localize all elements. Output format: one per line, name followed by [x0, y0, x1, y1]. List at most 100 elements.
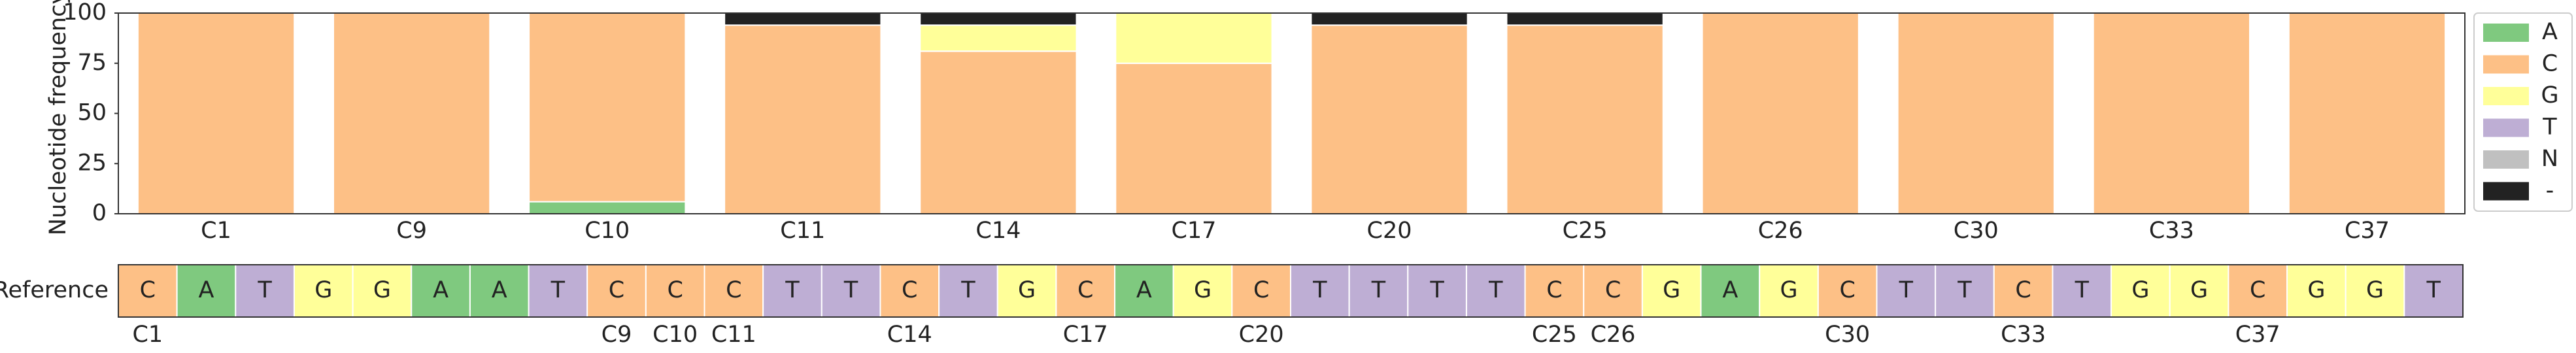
- base-letter: A: [433, 277, 449, 303]
- base-letter: T: [257, 277, 272, 303]
- base-letter: A: [198, 277, 214, 303]
- legend-swatch: [2483, 55, 2529, 74]
- x-tick-label: C20: [1367, 218, 1412, 244]
- legend-label: N: [2541, 146, 2558, 172]
- base-letter: C: [1605, 277, 1621, 303]
- base-letter: T: [1488, 277, 1503, 303]
- base-letter: A: [1722, 277, 1738, 303]
- base-cell: [528, 264, 588, 318]
- base-letter: G: [2307, 277, 2325, 303]
- base-letter: T: [1957, 277, 1972, 303]
- base-letter: G: [2131, 277, 2149, 303]
- position-label: C11: [711, 322, 756, 348]
- position-label: C37: [2235, 322, 2280, 348]
- position-label: C26: [1591, 322, 1636, 348]
- bar-segment: [919, 12, 1077, 26]
- bar-segment: [1115, 12, 1273, 64]
- position-label: C9: [602, 322, 632, 348]
- base-cell: [1055, 264, 1116, 318]
- x-tick-label: C1: [201, 218, 231, 244]
- base-letter: A: [492, 277, 507, 303]
- base-letter: T: [1312, 277, 1327, 303]
- base-letter: T: [2075, 277, 2090, 303]
- base-letter: C: [726, 277, 741, 303]
- x-tick-label: C11: [780, 218, 825, 244]
- base-letter: T: [843, 277, 858, 303]
- base-cell: [1759, 264, 1819, 318]
- position-label: C30: [1825, 322, 1870, 348]
- bar-segment: [137, 12, 296, 214]
- base-cell: [1465, 264, 1526, 318]
- bar-segment: [1506, 24, 1664, 214]
- base-letter: T: [960, 277, 975, 303]
- position-label: C20: [1239, 322, 1284, 348]
- x-tick-label: C30: [1954, 218, 1999, 244]
- base-letter: C: [902, 277, 917, 303]
- bar-segment: [528, 12, 686, 203]
- base-cell: [1524, 264, 1585, 318]
- base-letter: G: [1194, 277, 1212, 303]
- x-tick-label: C10: [585, 218, 630, 244]
- base-cell: [1172, 264, 1233, 318]
- base-cell: [938, 264, 998, 318]
- base-cell: [1641, 264, 1702, 318]
- base-letter: G: [373, 277, 391, 303]
- legend-swatch: [2483, 87, 2529, 105]
- bar-segment: [1701, 12, 1859, 214]
- legend-label: T: [2542, 114, 2557, 141]
- y-tick-label: 100: [63, 0, 107, 25]
- base-letter: G: [2190, 277, 2208, 303]
- base-letter: T: [785, 277, 800, 303]
- legend-swatch: [2483, 182, 2529, 201]
- bar-segment: [1310, 24, 1468, 214]
- bar-segment: [919, 50, 1077, 214]
- bar-segment: [724, 24, 882, 214]
- position-label: C17: [1063, 322, 1108, 348]
- base-letter: G: [2366, 277, 2384, 303]
- plot-frame: [118, 12, 2466, 214]
- position-label: C1: [132, 322, 163, 348]
- reference-label: Reference: [0, 277, 109, 303]
- base-cell: [762, 264, 822, 318]
- base-cell: [879, 264, 940, 318]
- base-letter: C: [1546, 277, 1562, 303]
- base-cell: [1700, 264, 1761, 318]
- base-letter: C: [140, 277, 156, 303]
- legend-swatch: [2483, 118, 2529, 137]
- position-label: C33: [2001, 322, 2046, 348]
- base-letter: C: [667, 277, 683, 303]
- base-cell: [1114, 264, 1174, 318]
- bar-segment: [1310, 12, 1468, 26]
- base-letter: C: [1839, 277, 1855, 303]
- base-letter: T: [551, 277, 566, 303]
- position-label: C25: [1532, 322, 1577, 348]
- legend-label: A: [2542, 19, 2558, 45]
- base-letter: C: [609, 277, 624, 303]
- position-label: C14: [887, 322, 932, 348]
- sequence-frame: [118, 264, 2464, 318]
- base-letter: G: [1018, 277, 1036, 303]
- base-cell: [2286, 264, 2347, 318]
- base-cell: [1290, 264, 1350, 318]
- base-letter: T: [2426, 277, 2441, 303]
- x-tick-label: C25: [1563, 218, 1608, 244]
- x-tick-label: C33: [2149, 218, 2194, 244]
- base-letter: G: [1663, 277, 1680, 303]
- y-tick-label: 50: [77, 100, 107, 126]
- legend-swatch: [2483, 24, 2529, 42]
- base-letter: T: [1899, 277, 1914, 303]
- base-cell: [996, 264, 1057, 318]
- bar-segment: [332, 12, 491, 214]
- x-tick-label: C37: [2345, 218, 2390, 244]
- legend-label: -: [2546, 178, 2554, 204]
- x-tick-label: C14: [975, 218, 1021, 244]
- bar-segment: [2092, 12, 2251, 214]
- bar-segment: [1506, 12, 1664, 26]
- bar-segment: [919, 24, 1077, 52]
- y-tick-label: 0: [92, 200, 107, 226]
- bar-segment: [724, 12, 882, 26]
- legend-label: G: [2541, 82, 2558, 109]
- base-letter: T: [1429, 277, 1444, 303]
- position-label: C10: [652, 322, 698, 348]
